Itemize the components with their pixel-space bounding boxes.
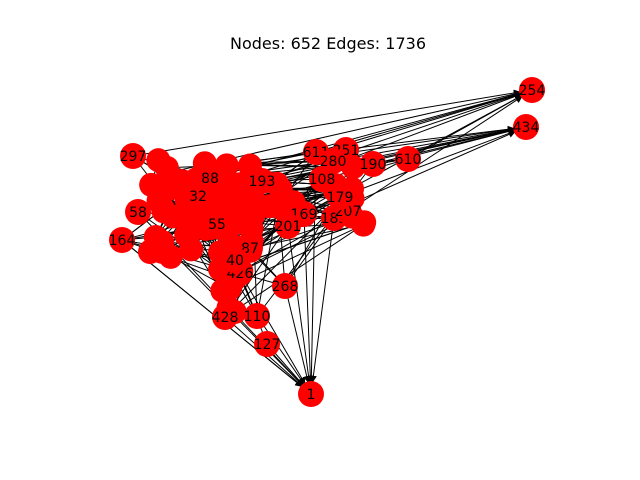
graph-node bbox=[120, 143, 146, 169]
graph-edge bbox=[132, 89, 521, 157]
graph-node bbox=[160, 204, 185, 229]
graph-node bbox=[309, 166, 335, 192]
figure-title: Nodes: 652 Edges: 1736 bbox=[230, 34, 426, 53]
node-label: 55 bbox=[208, 217, 226, 233]
graph-node bbox=[212, 304, 238, 330]
graph-node bbox=[272, 273, 298, 299]
graph-node bbox=[150, 239, 175, 264]
node-label: 201 bbox=[275, 219, 302, 235]
graph-node bbox=[204, 211, 230, 237]
graph-node bbox=[395, 146, 421, 172]
graph-node bbox=[244, 303, 270, 329]
graph-edge bbox=[309, 217, 335, 383]
graph-edge bbox=[224, 224, 364, 318]
node-label: 179 bbox=[327, 190, 354, 206]
node-label: 40 bbox=[226, 253, 244, 269]
node-label: 610 bbox=[395, 152, 422, 168]
graph-node bbox=[360, 151, 386, 177]
graph-node bbox=[125, 199, 151, 225]
graph-edge bbox=[284, 285, 311, 384]
graph-edge bbox=[179, 90, 521, 171]
graph-node bbox=[298, 381, 324, 407]
graph-edge bbox=[249, 224, 364, 249]
node-label: 434 bbox=[513, 120, 540, 136]
node-label: 428 bbox=[212, 310, 239, 326]
graph-edge bbox=[287, 225, 312, 383]
graph-node bbox=[146, 148, 171, 173]
graph-edge bbox=[121, 239, 303, 387]
node-label: 1 bbox=[307, 387, 316, 403]
node-label: 108 bbox=[309, 172, 336, 188]
node-label: 297 bbox=[120, 149, 147, 165]
node-label: 280 bbox=[320, 154, 347, 170]
node-label: 164 bbox=[109, 233, 136, 249]
node-label: 88 bbox=[201, 171, 219, 187]
graph-node bbox=[222, 247, 248, 273]
node-label: 190 bbox=[360, 157, 387, 173]
graph-node bbox=[275, 213, 301, 239]
graph-node bbox=[254, 331, 280, 357]
graph-node bbox=[197, 165, 223, 191]
node-label: 254 bbox=[519, 83, 546, 99]
graph-node bbox=[519, 77, 545, 103]
node-label: 193 bbox=[249, 174, 276, 190]
graph-node bbox=[167, 170, 192, 195]
node-label: 58 bbox=[129, 205, 147, 221]
node-label: 32 bbox=[189, 189, 207, 205]
graph-node bbox=[139, 172, 164, 197]
graph-edge bbox=[339, 130, 516, 198]
graph-node bbox=[327, 184, 353, 210]
node-label: 127 bbox=[254, 337, 281, 353]
graph-node bbox=[179, 237, 204, 262]
graph-node bbox=[513, 114, 539, 140]
graph-node bbox=[249, 168, 275, 194]
node-label: 110 bbox=[244, 309, 271, 325]
graph-edge bbox=[256, 315, 305, 385]
node-label: 268 bbox=[272, 279, 299, 295]
graph-node bbox=[109, 227, 135, 253]
